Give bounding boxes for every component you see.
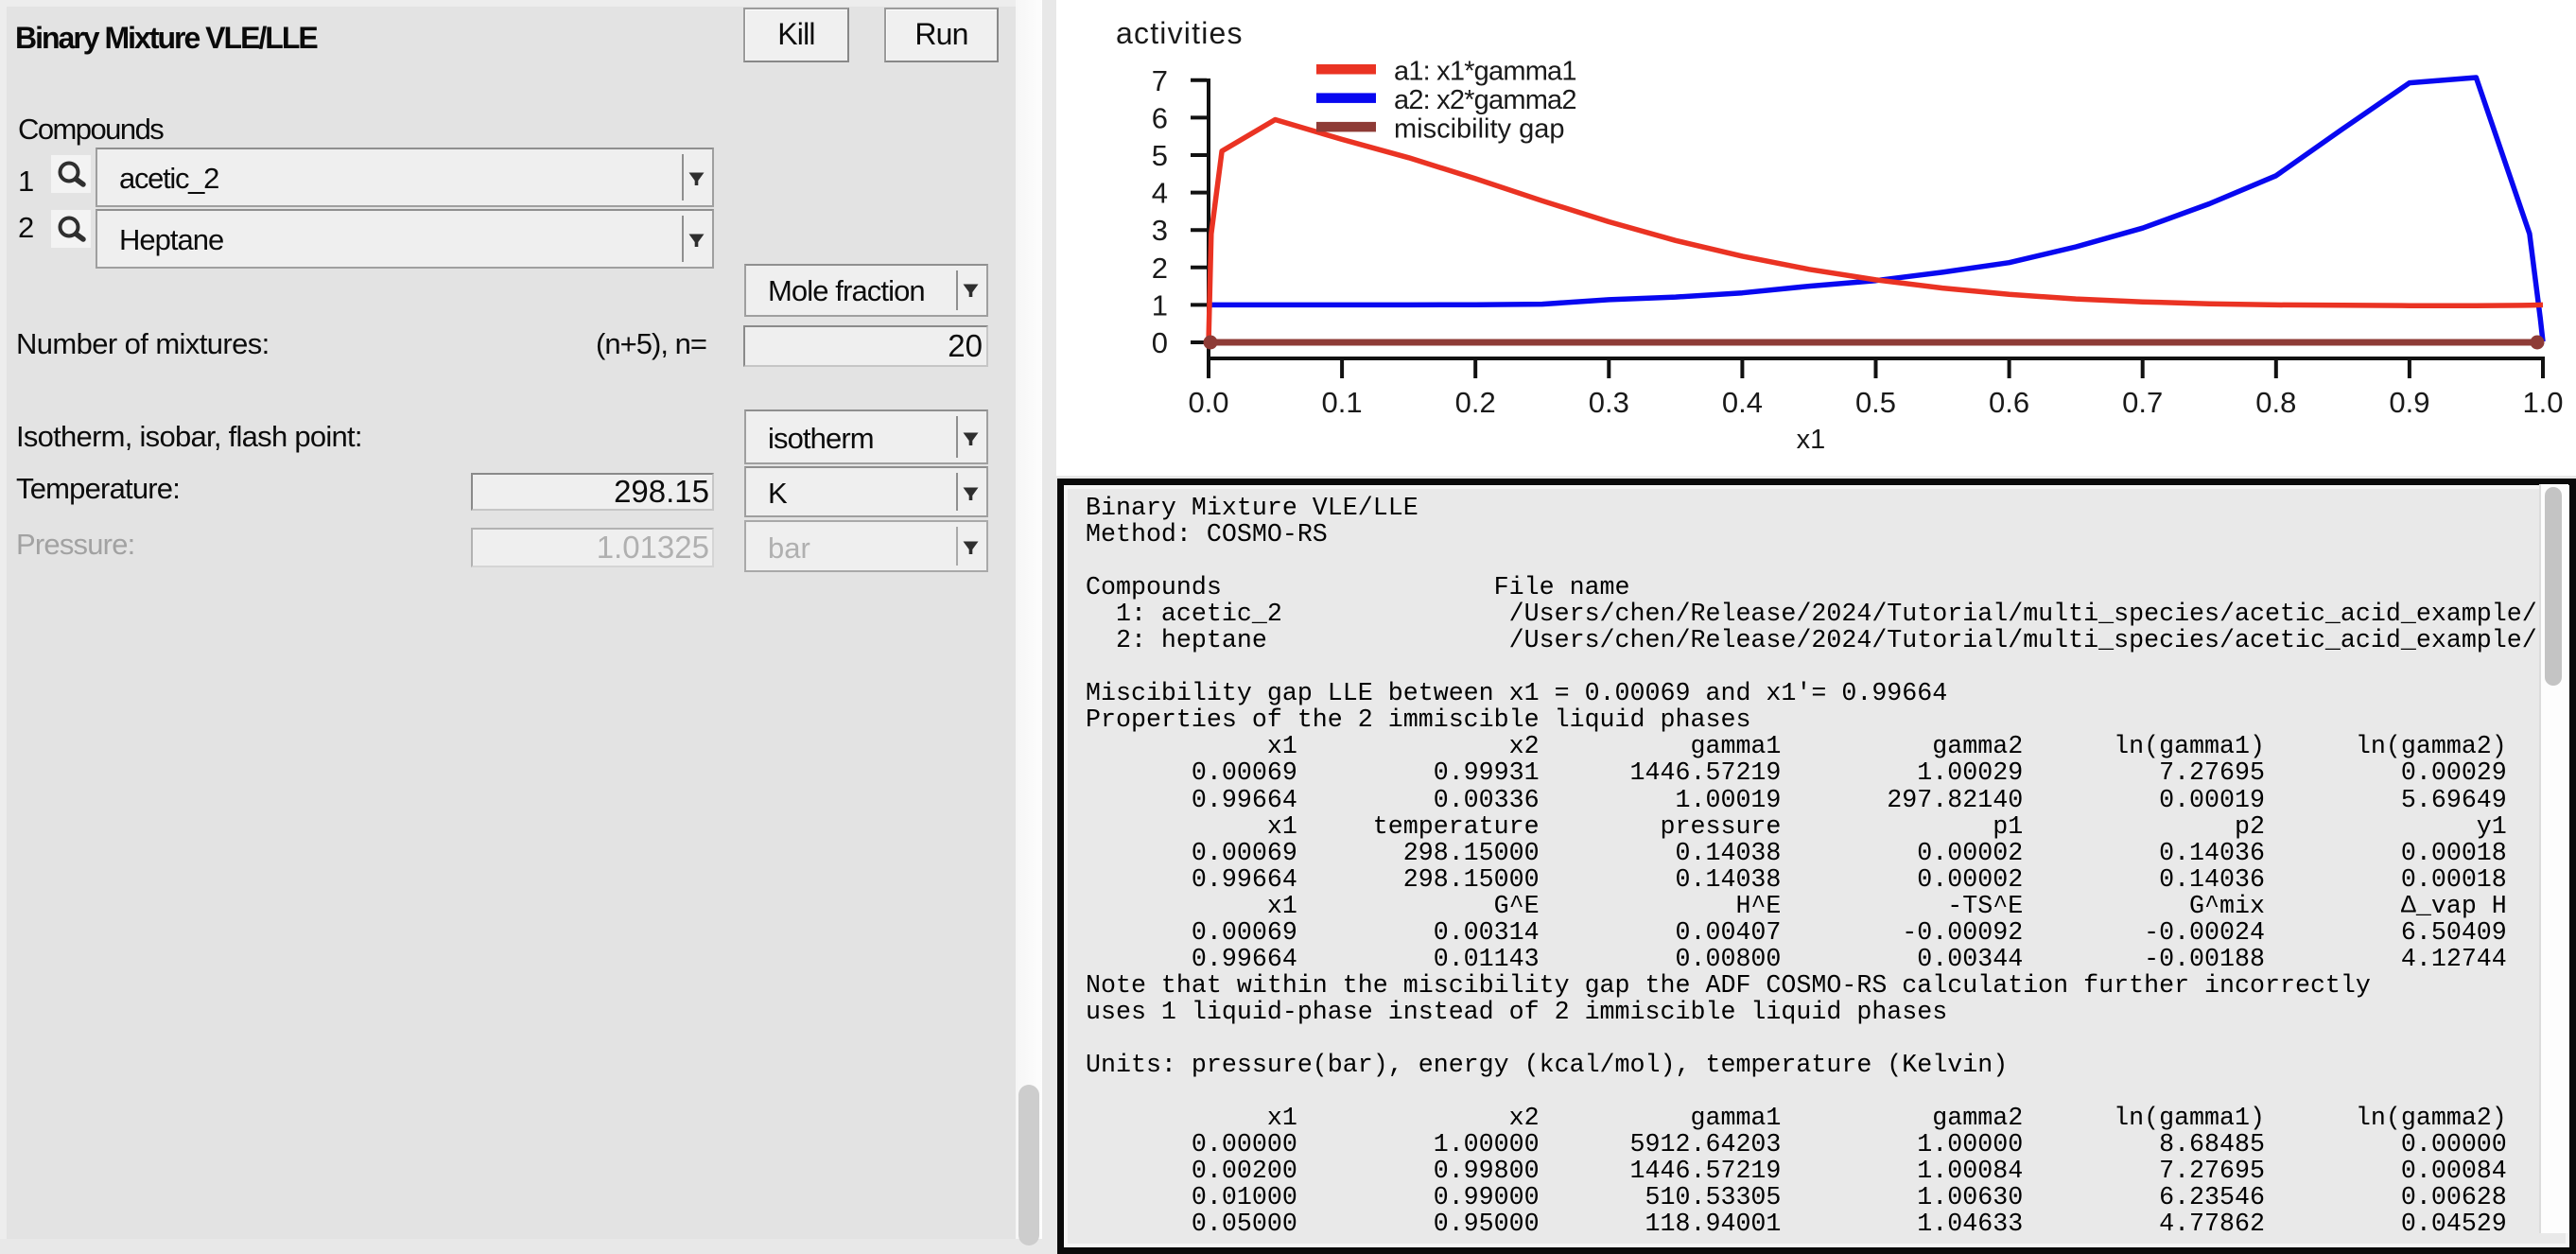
svg-text:0.9: 0.9 (2389, 386, 2429, 419)
svg-text:a1: x1*gamma1: a1: x1*gamma1 (1394, 57, 1576, 87)
svg-text:4: 4 (1152, 177, 1168, 210)
svg-text:x1: x1 (1797, 425, 1826, 455)
svg-text:1: 1 (1152, 288, 1168, 322)
svg-text:0: 0 (1152, 326, 1168, 359)
svg-text:0.8: 0.8 (2255, 386, 2296, 419)
svg-text:0.1: 0.1 (1322, 386, 1363, 419)
svg-text:0.2: 0.2 (1455, 386, 1496, 419)
svg-text:0.0: 0.0 (1188, 386, 1228, 419)
svg-text:3: 3 (1152, 214, 1168, 247)
svg-text:0.7: 0.7 (2122, 386, 2163, 419)
svg-text:1.0: 1.0 (2522, 386, 2563, 419)
svg-text:0.3: 0.3 (1589, 386, 1629, 419)
svg-text:0.4: 0.4 (1722, 386, 1763, 419)
svg-text:activities: activities (1116, 16, 1244, 50)
svg-text:0.6: 0.6 (1989, 386, 2029, 419)
svg-text:0.5: 0.5 (1855, 386, 1896, 419)
svg-text:miscibility gap: miscibility gap (1394, 114, 1565, 145)
svg-text:7: 7 (1152, 64, 1168, 97)
svg-text:6: 6 (1152, 101, 1168, 134)
svg-text:2: 2 (1152, 252, 1168, 285)
svg-text:5: 5 (1152, 139, 1168, 172)
svg-text:a2: x2*gamma2: a2: x2*gamma2 (1394, 85, 1576, 115)
